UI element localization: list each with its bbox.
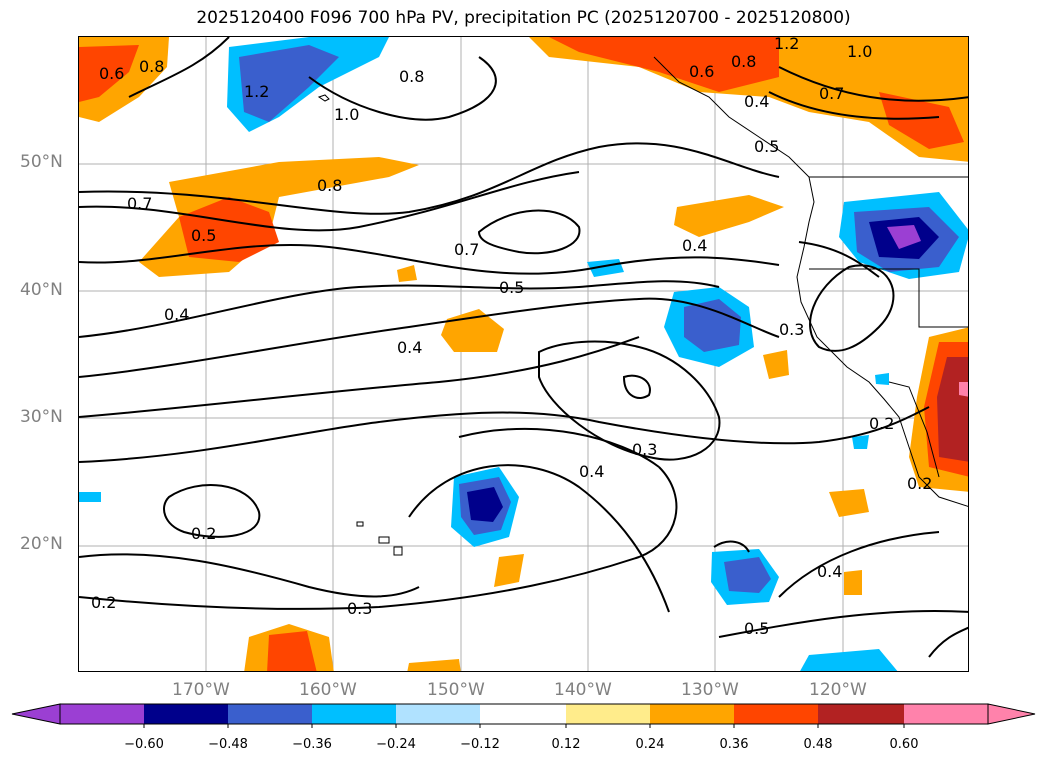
precip-blob bbox=[844, 570, 862, 595]
precip-blob bbox=[829, 489, 869, 517]
colorbar-segment bbox=[734, 704, 818, 724]
contour-label: 1.0 bbox=[847, 42, 872, 61]
precip-blob bbox=[959, 382, 968, 397]
colorbar-segment bbox=[228, 704, 312, 724]
map-svg: 0.6 0.8 1.2 0.8 1.0 1.2 1.0 0.6 0.8 0.7 … bbox=[79, 37, 968, 671]
precip-blob bbox=[407, 659, 461, 671]
precip-blob bbox=[529, 37, 968, 162]
precip-blob bbox=[79, 492, 101, 502]
precip-blob bbox=[467, 487, 503, 522]
contour-label: 0.4 bbox=[817, 562, 842, 581]
precip-blob bbox=[549, 37, 779, 92]
colorbar-segment bbox=[60, 704, 144, 724]
contour-label: 0.7 bbox=[127, 194, 152, 213]
contour-label: 0.5 bbox=[754, 137, 779, 156]
contour-label: 0.2 bbox=[907, 474, 932, 493]
colorbar-segment bbox=[312, 704, 396, 724]
contour-label: 0.8 bbox=[317, 176, 342, 195]
contour-label: 0.4 bbox=[164, 305, 189, 324]
contour-label: 1.0 bbox=[334, 105, 359, 124]
precip-blob bbox=[674, 195, 784, 237]
colorbar-segment bbox=[480, 704, 566, 724]
colorbar bbox=[11, 703, 1036, 728]
colorbar-tick-label: 0.36 bbox=[719, 737, 749, 752]
contour-labels: 0.6 0.8 1.2 0.8 1.0 1.2 1.0 0.6 0.8 0.7 … bbox=[91, 37, 932, 638]
colorbar-tick-label: −0.60 bbox=[124, 737, 164, 752]
lat-label-40n: 40°N bbox=[20, 280, 63, 300]
islands bbox=[317, 94, 403, 556]
colorbar-segment bbox=[904, 704, 988, 724]
contour-label: 0.3 bbox=[347, 599, 372, 618]
precip-blob bbox=[494, 554, 524, 587]
precip-blob bbox=[267, 631, 317, 671]
precip-blob bbox=[684, 299, 741, 352]
lon-label-160w: 160°W bbox=[299, 680, 357, 700]
precip-blob bbox=[397, 265, 417, 282]
contour-label: 0.6 bbox=[689, 62, 714, 81]
colorbar-ticks bbox=[143, 724, 905, 728]
precip-blob bbox=[763, 350, 789, 379]
contour-label: 0.5 bbox=[744, 619, 769, 638]
colorbar-segment bbox=[566, 704, 650, 724]
contour-label: 0.8 bbox=[399, 67, 424, 86]
precip-blob bbox=[887, 225, 921, 249]
colorbar-outline bbox=[59, 703, 989, 725]
lat-label-50n: 50°N bbox=[20, 152, 63, 172]
lon-label-140w: 140°W bbox=[554, 680, 612, 700]
contour-label: 0.5 bbox=[499, 278, 524, 297]
contour-label: 1.2 bbox=[774, 37, 799, 53]
contour-label: 0.7 bbox=[819, 84, 844, 103]
colorbar-segment bbox=[396, 704, 480, 724]
contour-label: 0.4 bbox=[579, 462, 604, 481]
colorbar-extend-min bbox=[11, 703, 61, 725]
precip-blob bbox=[875, 373, 889, 385]
contour-label: 0.8 bbox=[731, 52, 756, 71]
contour-label: 1.2 bbox=[244, 82, 269, 101]
contour-label: 0.3 bbox=[779, 320, 804, 339]
precip-blob bbox=[239, 45, 339, 122]
lon-label-150w: 150°W bbox=[427, 680, 485, 700]
colorbar-tick-label: −0.48 bbox=[208, 737, 248, 752]
colorbar-tick-label: −0.36 bbox=[292, 737, 332, 752]
contour-label: 0.2 bbox=[191, 524, 216, 543]
precip-blob bbox=[852, 435, 869, 449]
precip-blob bbox=[879, 92, 964, 149]
colorbar-segment bbox=[144, 704, 228, 724]
colorbar-tick-label: 0.48 bbox=[803, 737, 833, 752]
lon-label-130w: 130°W bbox=[681, 680, 739, 700]
pv-contours bbox=[79, 37, 968, 658]
contour-label: 0.4 bbox=[397, 338, 422, 357]
contour-label: 0.3 bbox=[632, 440, 657, 459]
precip-shading bbox=[79, 37, 968, 671]
contour-label: 0.2 bbox=[869, 414, 894, 433]
colorbar-tick-label: −0.24 bbox=[376, 737, 416, 752]
contour-label: 0.4 bbox=[744, 92, 769, 111]
lat-label-30n: 30°N bbox=[20, 407, 63, 427]
precip-blob bbox=[724, 557, 771, 593]
contour-label: 0.5 bbox=[191, 226, 216, 245]
contour-label: 0.2 bbox=[91, 593, 116, 612]
precip-blob bbox=[79, 45, 139, 102]
colorbar-tick-label: 0.12 bbox=[551, 737, 581, 752]
lon-label-170w: 170°W bbox=[172, 680, 230, 700]
contour-label: 0.4 bbox=[682, 236, 707, 255]
map-panel[interactable]: 0.6 0.8 1.2 0.8 1.0 1.2 1.0 0.6 0.8 0.7 … bbox=[78, 36, 969, 672]
lat-label-20n: 20°N bbox=[20, 534, 63, 554]
colorbar-tick-label: −0.12 bbox=[460, 737, 500, 752]
lon-label-120w: 120°W bbox=[809, 680, 867, 700]
colorbar-extend-max bbox=[987, 703, 1036, 725]
colorbar-tick-label: 0.24 bbox=[635, 737, 665, 752]
contour-label: 0.7 bbox=[454, 240, 479, 259]
coastline bbox=[653, 56, 968, 507]
colorbar-segment bbox=[818, 704, 904, 724]
colorbar-tick-label: 0.60 bbox=[889, 737, 919, 752]
map-title: 2025120400 F096 700 hPa PV, precipitatio… bbox=[196, 8, 851, 28]
colorbar-segment bbox=[650, 704, 734, 724]
contour-label: 0.6 bbox=[99, 64, 124, 83]
contour-label: 0.8 bbox=[139, 57, 164, 76]
precip-blob bbox=[800, 649, 898, 671]
